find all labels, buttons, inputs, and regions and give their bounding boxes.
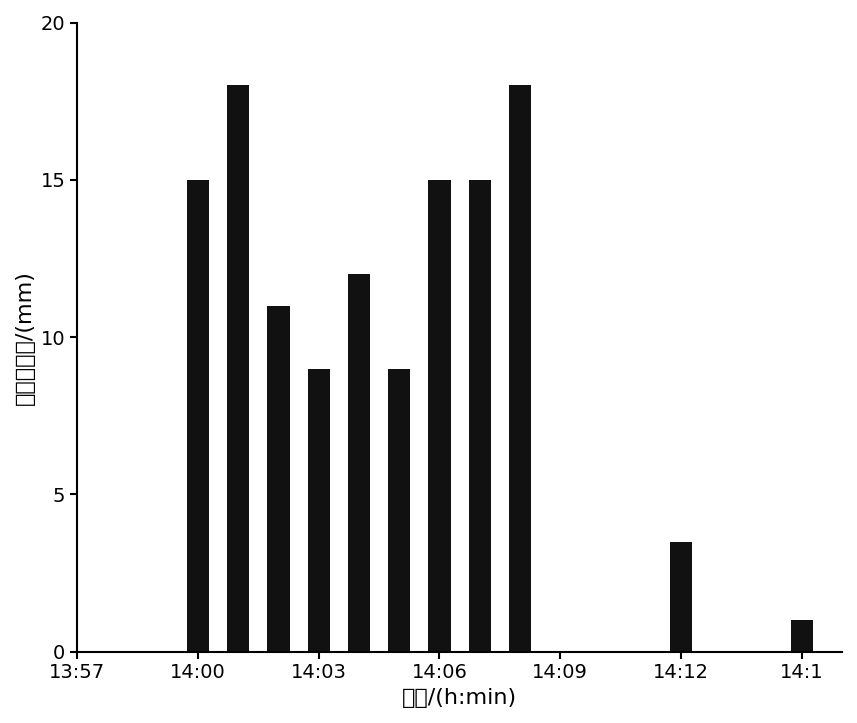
Bar	[308, 369, 330, 651]
Bar	[187, 180, 209, 651]
X-axis label: 时间/(h:min): 时间/(h:min)	[402, 688, 517, 708]
Bar	[509, 85, 531, 651]
Bar	[469, 180, 491, 651]
Bar	[267, 306, 290, 651]
Bar	[670, 542, 692, 651]
Bar	[791, 620, 812, 651]
Bar	[227, 85, 249, 651]
Bar	[388, 369, 411, 651]
Bar	[348, 274, 370, 651]
Bar	[428, 180, 451, 651]
Y-axis label: 分钟降雨量/(mm): 分钟降雨量/(mm)	[15, 270, 35, 404]
